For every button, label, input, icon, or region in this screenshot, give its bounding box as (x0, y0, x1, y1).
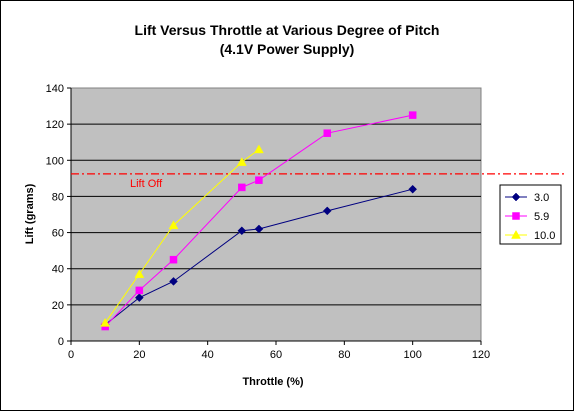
data-point-square (512, 212, 520, 220)
y-tick-label: 140 (46, 83, 64, 95)
y-tick-label: 0 (58, 336, 64, 348)
data-point-square (169, 255, 178, 264)
data-point-triangle (236, 157, 247, 166)
lift-off-reference: Lift Off (71, 173, 567, 190)
data-point-diamond (322, 206, 332, 216)
x-tick-label: 100 (403, 349, 421, 361)
data-point-diamond (169, 277, 178, 286)
legend-label: 3.0 (534, 192, 549, 204)
series-layer (100, 111, 418, 331)
y-axis-title: Lift (grams) (24, 183, 36, 244)
y-tick-label: 120 (46, 119, 64, 131)
x-tick-label: 80 (338, 349, 350, 361)
legend-label: 5.9 (534, 211, 549, 223)
y-tick-label: 20 (52, 300, 64, 312)
x-tick-label: 120 (472, 349, 490, 361)
x-tick-label: 20 (133, 349, 145, 361)
chart-title-line1: Lift Versus Throttle at Various Degree o… (135, 22, 440, 38)
data-point-square (408, 111, 417, 119)
data-point-diamond (237, 226, 247, 236)
lift-off-label: Lift Off (130, 178, 163, 190)
data-point-square (255, 176, 263, 184)
legend-entry-5-9: 5.9 (505, 211, 549, 223)
grid-lines (71, 123, 481, 306)
legend: 3.0 5.9 10.0 (499, 184, 562, 245)
data-point-diamond (134, 293, 144, 302)
axes: 0 20 40 60 80 100 120 140 0 20 40 60 80 100 120 (46, 83, 491, 361)
chart-title-line2: (4.1V Power Supply) (220, 41, 355, 57)
data-point-diamond (511, 192, 521, 202)
legend-label: 10.0 (534, 230, 555, 242)
data-point-square (323, 129, 331, 137)
series-10-0 (100, 144, 264, 327)
data-point-triangle (134, 269, 145, 278)
legend-entry-10-0: 10.0 (505, 229, 555, 242)
data-point-diamond (408, 184, 418, 194)
y-tick-label: 100 (46, 155, 64, 167)
y-tick-label: 40 (52, 264, 64, 276)
data-point-square (238, 183, 246, 192)
x-tick-label: 60 (270, 349, 282, 361)
data-point-diamond (254, 224, 264, 234)
x-tick-label: 0 (68, 349, 74, 361)
x-axis-title: Throttle (%) (242, 376, 303, 388)
legend-entry-3-0: 3.0 (505, 192, 549, 204)
data-point-triangle (100, 317, 111, 327)
series-3-0 (100, 184, 418, 330)
y-tick-label: 60 (52, 228, 64, 240)
legend-box (499, 184, 562, 245)
data-point-triangle (168, 220, 179, 230)
x-tick-label: 40 (202, 349, 214, 361)
data-point-square (135, 286, 144, 295)
data-point-triangle (253, 144, 264, 154)
y-tick-label: 80 (52, 191, 64, 203)
data-point-triangle (511, 229, 521, 239)
